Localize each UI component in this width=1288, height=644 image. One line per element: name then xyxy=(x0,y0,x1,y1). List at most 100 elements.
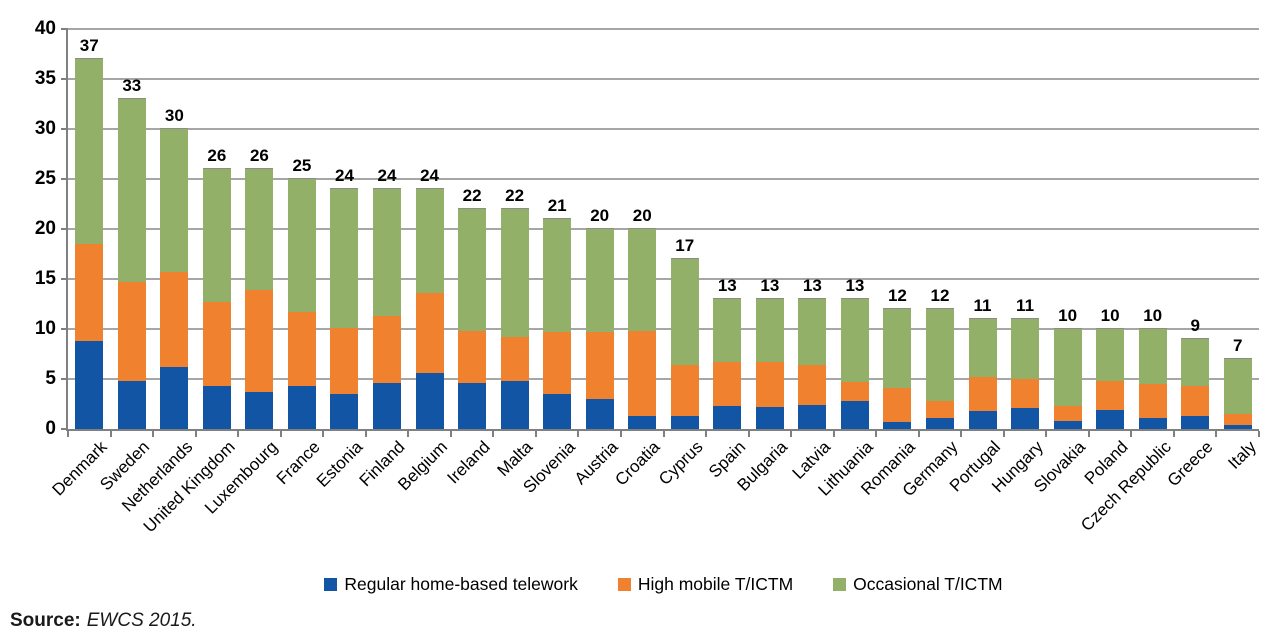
x-axis-tick xyxy=(1130,431,1133,437)
segment-regular-home-based-telework-ireland xyxy=(458,383,487,429)
bar-value-label-latvia: 13 xyxy=(802,276,822,295)
segment-occasional-t-ictm-netherlands xyxy=(160,128,189,272)
x-axis-label-austria: Austria xyxy=(570,437,622,489)
x-axis-tick xyxy=(577,431,580,437)
x-axis-label-estonia: Estonia xyxy=(312,437,367,491)
x-axis-tick xyxy=(237,431,240,437)
bar-value-label-malta: 22 xyxy=(505,186,525,205)
bar-value-label-finland: 24 xyxy=(377,166,397,185)
segment-high-mobile-t-ictm-hungary xyxy=(1011,379,1040,408)
segment-regular-home-based-telework-croatia xyxy=(628,416,657,429)
segment-occasional-t-ictm-italy xyxy=(1223,358,1252,414)
segment-high-mobile-t-ictm-greece xyxy=(1181,386,1210,416)
bar-value-label-spain: 13 xyxy=(717,276,737,295)
gridline-y-10 xyxy=(68,328,1259,330)
segment-regular-home-based-telework-portugal xyxy=(968,411,997,429)
x-axis-tick xyxy=(67,431,69,437)
y-axis-tick xyxy=(61,278,68,280)
bar-value-label-czech-republic: 10 xyxy=(1143,306,1163,325)
x-axis-tick xyxy=(407,431,410,437)
segment-occasional-t-ictm-malta xyxy=(500,208,529,337)
segment-high-mobile-t-ictm-poland xyxy=(1096,381,1125,410)
x-axis-tick xyxy=(364,431,367,437)
legend-item-regular-home-based-telework: Regular home-based telework xyxy=(324,574,578,595)
segment-occasional-t-ictm-denmark xyxy=(75,58,104,244)
bar-value-label-united-kingdom: 26 xyxy=(207,146,227,165)
segment-regular-home-based-telework-slovenia xyxy=(543,394,572,429)
x-axis-tick xyxy=(1087,431,1090,437)
x-axis-tick xyxy=(705,431,708,437)
segment-occasional-t-ictm-bulgaria xyxy=(755,298,784,362)
bar-cyprus xyxy=(670,258,699,429)
source-note: Source: EWCS 2015. xyxy=(10,610,197,632)
segment-regular-home-based-telework-bulgaria xyxy=(755,407,784,429)
segment-occasional-t-ictm-ireland xyxy=(458,208,487,331)
bar-value-label-denmark: 37 xyxy=(79,36,99,55)
segment-high-mobile-t-ictm-estonia xyxy=(330,328,359,394)
segment-high-mobile-t-ictm-czech-republic xyxy=(1138,384,1167,418)
segment-regular-home-based-telework-malta xyxy=(500,381,529,429)
y-axis-tick xyxy=(61,178,68,180)
segment-regular-home-based-telework-poland xyxy=(1096,410,1125,429)
bar-value-label-italy: 7 xyxy=(1232,336,1243,355)
legend-item-occasional-t-ictm: Occasional T/ICTM xyxy=(833,573,1003,595)
x-axis-tick xyxy=(619,431,622,437)
y-axis-label-20: 20 xyxy=(34,218,56,239)
segment-high-mobile-t-ictm-romania xyxy=(883,388,912,422)
bar-hungary xyxy=(1011,318,1040,429)
x-axis-tick xyxy=(832,431,835,437)
x-axis-tick xyxy=(322,431,325,437)
x-axis-label-croatia: Croatia xyxy=(611,437,664,490)
segment-regular-home-based-telework-estonia xyxy=(330,394,359,429)
x-axis-label-greece: Greece xyxy=(1164,437,1217,491)
legend-label: Occasional T/ICTM xyxy=(853,573,1003,594)
y-axis-tick xyxy=(61,228,68,230)
source-text: EWCS 2015. xyxy=(86,610,197,631)
segment-regular-home-based-telework-united-kingdom xyxy=(202,386,231,429)
bar-value-label-austria: 20 xyxy=(590,206,610,225)
bar-value-label-croatia: 20 xyxy=(632,206,652,225)
x-axis-tick xyxy=(279,431,282,437)
segment-high-mobile-t-ictm-belgium xyxy=(415,293,444,373)
segment-regular-home-based-telework-latvia xyxy=(798,405,827,429)
bar-sweden xyxy=(117,98,146,429)
segment-occasional-t-ictm-poland xyxy=(1096,328,1125,381)
y-axis-label-0: 0 xyxy=(45,418,56,439)
segment-regular-home-based-telework-romania xyxy=(883,422,912,429)
segment-regular-home-based-telework-denmark xyxy=(75,341,104,429)
segment-high-mobile-t-ictm-italy xyxy=(1223,414,1252,425)
x-axis-tick xyxy=(1045,431,1048,437)
bar-netherlands xyxy=(160,128,189,429)
x-axis-tick xyxy=(960,431,963,437)
segment-regular-home-based-telework-netherlands xyxy=(160,367,189,429)
bar-value-label-belgium: 24 xyxy=(420,166,439,185)
segment-occasional-t-ictm-luxembourg xyxy=(245,168,274,290)
y-axis-label-5: 5 xyxy=(45,368,56,389)
x-axis-label-italy: Italy xyxy=(1223,437,1260,473)
segment-regular-home-based-telework-lithuania xyxy=(840,401,869,429)
segment-regular-home-based-telework-germany xyxy=(925,418,954,429)
x-axis-tick xyxy=(194,431,197,437)
segment-occasional-t-ictm-germany xyxy=(925,308,954,401)
segment-occasional-t-ictm-croatia xyxy=(628,228,657,331)
bar-value-label-cyprus: 17 xyxy=(675,236,695,255)
x-axis-tick xyxy=(1258,431,1260,437)
bar-bulgaria xyxy=(755,298,784,429)
x-axis-tick xyxy=(492,431,495,437)
bar-value-label-sweden: 33 xyxy=(122,76,142,95)
source-label: Source: xyxy=(10,610,81,631)
x-axis-tick xyxy=(662,431,665,437)
bar-value-label-romania: 12 xyxy=(887,286,907,305)
y-axis-label-25: 25 xyxy=(34,168,56,189)
bar-france xyxy=(287,178,316,429)
bar-value-label-luxembourg: 26 xyxy=(249,146,269,165)
segment-regular-home-based-telework-luxembourg xyxy=(245,392,274,429)
x-axis-tick xyxy=(1002,431,1005,437)
bar-value-label-portugal: 11 xyxy=(973,296,992,315)
y-axis-tick xyxy=(61,428,68,430)
legend-label: High mobile T/ICTM xyxy=(637,573,794,594)
y-axis-tick xyxy=(61,78,68,80)
segment-occasional-t-ictm-austria xyxy=(585,228,614,332)
segment-high-mobile-t-ictm-bulgaria xyxy=(755,362,784,407)
